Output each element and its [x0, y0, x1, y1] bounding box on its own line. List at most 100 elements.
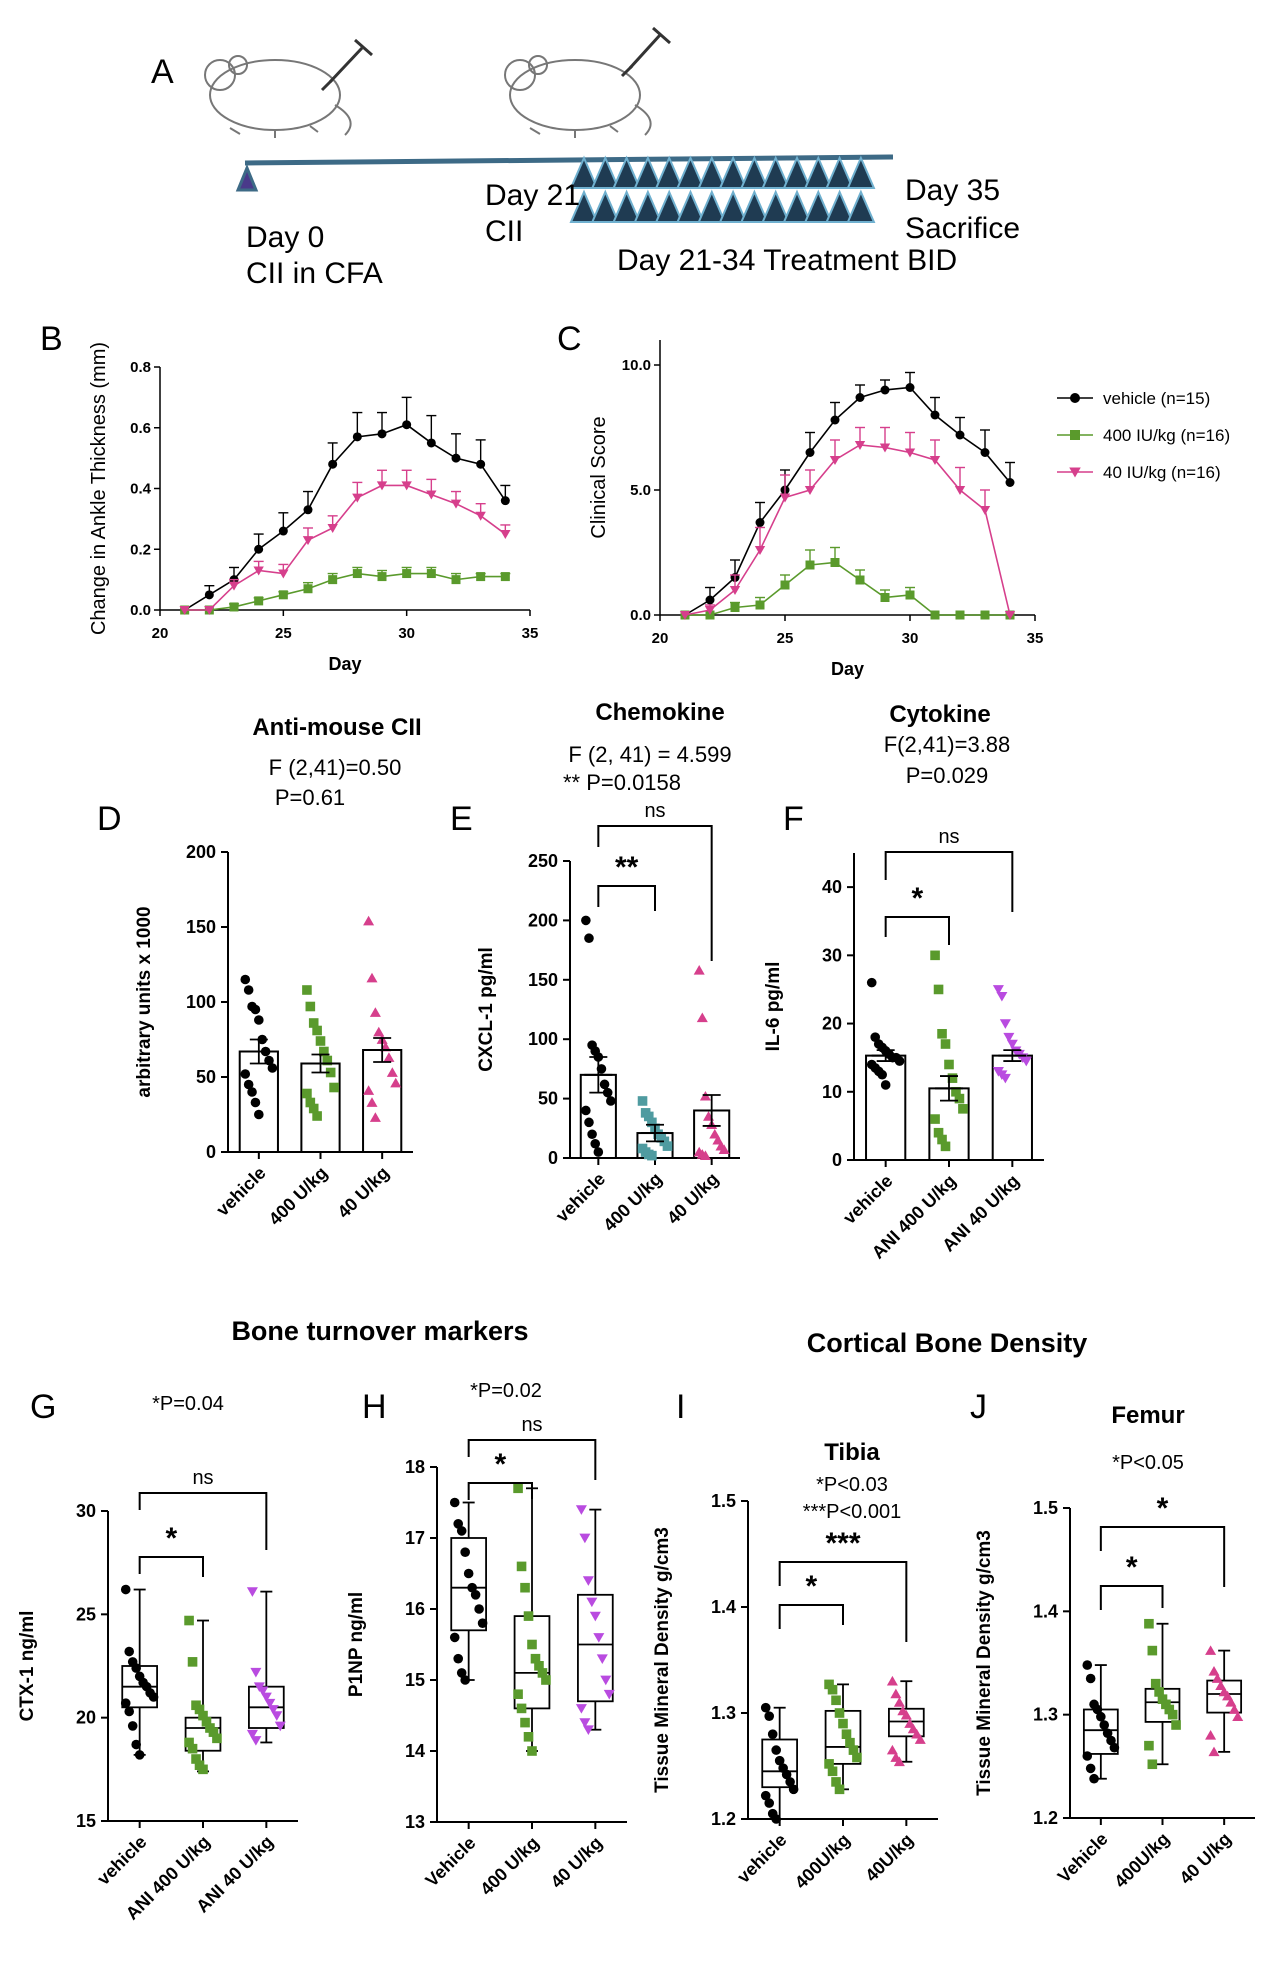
data-point — [1232, 1711, 1244, 1722]
data-point — [257, 1686, 269, 1697]
data-point — [940, 1141, 951, 1152]
x-tick-label: 25 — [275, 625, 292, 642]
data-point — [718, 1144, 730, 1155]
x-tick-label: 400 U/kg — [265, 1163, 332, 1230]
data-point — [1147, 1759, 1158, 1770]
data-point — [705, 595, 715, 605]
data-point — [780, 580, 790, 590]
data-point — [1109, 1742, 1120, 1753]
data-point — [250, 1097, 261, 1108]
significance-label: ns — [192, 1467, 213, 1489]
data-point — [267, 1063, 278, 1073]
data-point — [477, 1618, 488, 1628]
data-point — [516, 1703, 527, 1714]
data-point — [328, 459, 338, 469]
data-point — [852, 1752, 862, 1763]
data-point — [827, 1766, 838, 1777]
data-point — [999, 1073, 1011, 1084]
significance-bracket — [597, 825, 713, 961]
day0-sublabel: CII in CFA — [246, 257, 383, 290]
treatment-marker — [739, 189, 769, 223]
data-point — [179, 605, 190, 615]
panel-label-a: A — [151, 53, 174, 91]
y-tick-label: 0.0 — [630, 607, 651, 624]
y-tick-label: 30 — [76, 1501, 96, 1521]
treatment-marker — [718, 189, 748, 223]
significance-label: ns — [644, 800, 665, 822]
y-tick-label: 0.8 — [130, 359, 151, 376]
data-point — [771, 1745, 781, 1755]
data-point — [804, 485, 816, 495]
data-point — [208, 1727, 219, 1737]
data-point — [312, 1025, 322, 1036]
y-axis-label: P1NP ng/ml — [346, 1592, 367, 1697]
mouse-icon — [504, 55, 652, 138]
data-point — [1006, 1039, 1018, 1050]
data-point — [767, 1729, 778, 1739]
day21-sublabel: CII — [485, 215, 523, 248]
data-point — [831, 1777, 841, 1787]
data-point — [999, 1019, 1011, 1029]
data-point — [229, 602, 239, 612]
data-point — [1099, 1720, 1110, 1730]
data-point — [834, 1708, 845, 1718]
data-point — [593, 1147, 604, 1157]
y-tick-label: 0 — [832, 1150, 842, 1170]
data-point — [426, 569, 436, 579]
data-point — [944, 1059, 954, 1070]
y-tick-label: 0.0 — [130, 602, 151, 619]
stat-label: *P=0.02 — [470, 1380, 542, 1402]
y-tick-label: 1.2 — [1033, 1808, 1058, 1828]
data-point — [1106, 1735, 1116, 1746]
data-point — [191, 1754, 201, 1764]
data-point — [187, 1743, 198, 1754]
y-tick-label: 0.6 — [130, 420, 151, 437]
data-point — [779, 493, 791, 503]
day35-label: Day 35 — [905, 174, 1000, 207]
data-point — [184, 1737, 194, 1748]
data-point — [322, 1055, 333, 1066]
data-point — [954, 1093, 965, 1104]
data-point — [992, 985, 1004, 995]
series-line — [184, 423, 506, 611]
treatment-marker — [633, 155, 663, 189]
x-tick-label: 20 — [152, 625, 169, 642]
data-point — [520, 1582, 530, 1593]
treatment-marker — [803, 189, 833, 223]
f-title: Cytokine — [889, 701, 990, 728]
significance-bracket — [467, 1482, 533, 1500]
panel-label-e: E — [450, 800, 473, 838]
data-point — [369, 1007, 381, 1017]
data-point — [402, 569, 412, 579]
x-tick-label: vehicle — [552, 1169, 609, 1226]
significance-bracket — [778, 1604, 844, 1629]
data-point — [1154, 1687, 1164, 1697]
treatment-marker — [825, 189, 855, 223]
data-point — [201, 1717, 212, 1727]
panel-label-d: D — [97, 800, 122, 838]
significance-bracket — [778, 1561, 908, 1642]
treatment-marker — [718, 155, 748, 189]
data-point — [679, 610, 691, 620]
series-line — [684, 386, 1011, 616]
treatment-marker — [633, 189, 663, 223]
data-point — [696, 1012, 708, 1023]
data-point — [315, 1036, 326, 1046]
y-axis-label: arbitrary units x 1000 — [134, 906, 155, 1097]
significance-bracket — [138, 1556, 204, 1577]
stat-label: *P<0.05 — [1112, 1452, 1184, 1474]
chart-title: Femur — [1111, 1402, 1184, 1429]
x-axis-label: Day — [831, 659, 864, 679]
significance-label: * — [1126, 1551, 1138, 1584]
data-point — [513, 1483, 523, 1494]
data-point — [134, 1750, 145, 1760]
data-point — [1082, 1660, 1093, 1670]
y-axis-label: Change in Ankle Thickness (mm) — [88, 342, 110, 635]
x-tick-label: vehicle — [212, 1163, 269, 1220]
data-point — [328, 575, 338, 585]
significance-label: * — [1157, 1492, 1169, 1525]
y-tick-label: 0.4 — [130, 481, 152, 498]
